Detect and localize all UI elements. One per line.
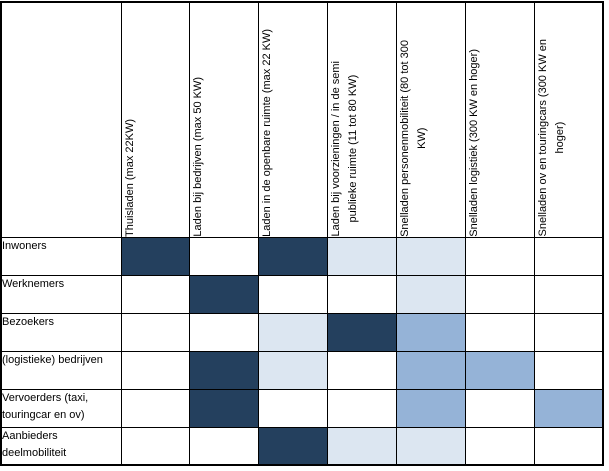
- column-header-wrap: Snelladen logistiek (300 KW en hoger): [466, 13, 534, 237]
- matrix-cell: [533, 350, 604, 390]
- column-header-snelladen-ov: Snelladen ov en touringcars (300 KW en h…: [533, 1, 604, 238]
- matrix-cell: [120, 426, 191, 466]
- matrix-cell: [189, 312, 260, 352]
- table-row-vervoerders: Vervoerders (taxi, touringcar en ov): [0, 388, 604, 428]
- matrix-cell: [395, 388, 466, 428]
- row-header: Bezoekers: [0, 312, 122, 352]
- corner-cell: [0, 1, 122, 238]
- column-header-wrap: Laden bij voorzieningen / in de semi pub…: [328, 13, 396, 237]
- column-header-snelladen-logistiek: Snelladen logistiek (300 KW en hoger): [464, 1, 535, 238]
- matrix-cell: [258, 312, 329, 352]
- column-header-laden-bij-bedrijven: Laden bij bedrijven (max 50 KW): [189, 1, 260, 238]
- matrix-cell: [258, 426, 329, 466]
- matrix-cell: [120, 312, 191, 352]
- table-row-inwoners: Inwoners: [0, 236, 604, 276]
- matrix-cell: [120, 236, 191, 276]
- column-header-wrap: Laden bij bedrijven (max 50 KW): [190, 13, 258, 237]
- matrix-cell: [395, 426, 466, 466]
- column-header-snelladen-personen: Snelladen personenmobiliteit (80 tot 300…: [395, 1, 466, 238]
- column-header-thuisladen: Thuisladen (max 22KW): [120, 1, 191, 238]
- header-row: Thuisladen (max 22KW) Laden bij bedrijve…: [0, 1, 604, 238]
- matrix-cell: [258, 236, 329, 276]
- matrix-cell: [464, 388, 535, 428]
- matrix-cell: [327, 426, 397, 466]
- column-header-label: Snelladen logistiek (300 KW en hoger): [467, 48, 480, 237]
- matrix-cell: [189, 236, 260, 276]
- row-header: Inwoners: [0, 236, 122, 276]
- matrix-cell: [533, 274, 604, 314]
- matrix-cell: [327, 236, 397, 276]
- column-header-wrap: Thuisladen (max 22KW): [122, 13, 190, 237]
- row-header: (logistieke) bedrijven: [0, 350, 122, 390]
- charging-matrix-table: Thuisladen (max 22KW) Laden bij bedrijve…: [0, 1, 604, 466]
- column-header-label: Laden in de openbare ruimte (max 22 KW): [261, 28, 274, 237]
- table-row-logistieke-bedrijven: (logistieke) bedrijven: [0, 350, 604, 390]
- row-header: Aanbieders deelmobiliteit: [0, 426, 122, 466]
- column-header-wrap: Snelladen personenmobiliteit (80 tot 300…: [397, 13, 465, 237]
- matrix-cell: [258, 350, 329, 390]
- matrix-cell: [327, 388, 397, 428]
- matrix-cell: [189, 426, 260, 466]
- matrix-cell: [533, 426, 604, 466]
- table-row-bezoekers: Bezoekers: [0, 312, 604, 352]
- row-header: Vervoerders (taxi, touringcar en ov): [0, 388, 122, 428]
- column-header-openbare-ruimte: Laden in de openbare ruimte (max 22 KW): [258, 1, 329, 238]
- matrix-cell: [395, 274, 466, 314]
- column-header-voorzieningen: Laden bij voorzieningen / in de semi pub…: [327, 1, 397, 238]
- matrix-cell: [189, 350, 260, 390]
- matrix-cell: [258, 274, 329, 314]
- table-row-werknemers: Werknemers: [0, 274, 604, 314]
- column-header-label: Snelladen personenmobiliteit (80 tot 300…: [398, 39, 428, 237]
- matrix-cell: [464, 350, 535, 390]
- matrix-cell: [464, 426, 535, 466]
- matrix-cell: [258, 388, 329, 428]
- matrix-cell: [533, 236, 604, 276]
- column-header-label: Snelladen ov en touringcars (300 KW en h…: [536, 38, 566, 237]
- matrix-cell: [533, 388, 604, 428]
- matrix-cell: [327, 274, 397, 314]
- matrix-cell: [395, 236, 466, 276]
- matrix-cell: [327, 312, 397, 352]
- matrix-cell: [464, 274, 535, 314]
- column-header-label: Laden bij voorzieningen / in de semi pub…: [330, 60, 360, 237]
- matrix-cell: [189, 274, 260, 314]
- matrix-cell: [395, 312, 466, 352]
- matrix-cell: [120, 388, 191, 428]
- matrix-cell: [395, 350, 466, 390]
- table-row-aanbieders-deelmobiliteit: Aanbieders deelmobiliteit: [0, 426, 604, 466]
- matrix-cell: [464, 236, 535, 276]
- column-header-label: Thuisladen (max 22KW): [123, 118, 136, 237]
- matrix-cell: [120, 274, 191, 314]
- matrix-cell: [189, 388, 260, 428]
- row-header: Werknemers: [0, 274, 122, 314]
- column-header-label: Laden bij bedrijven (max 50 KW): [192, 76, 205, 237]
- matrix-cell: [120, 350, 191, 390]
- column-header-wrap: Laden in de openbare ruimte (max 22 KW): [259, 13, 327, 237]
- matrix-cell: [464, 312, 535, 352]
- column-header-wrap: Snelladen ov en touringcars (300 KW en h…: [535, 13, 602, 237]
- matrix-cell: [327, 350, 397, 390]
- matrix-cell: [533, 312, 604, 352]
